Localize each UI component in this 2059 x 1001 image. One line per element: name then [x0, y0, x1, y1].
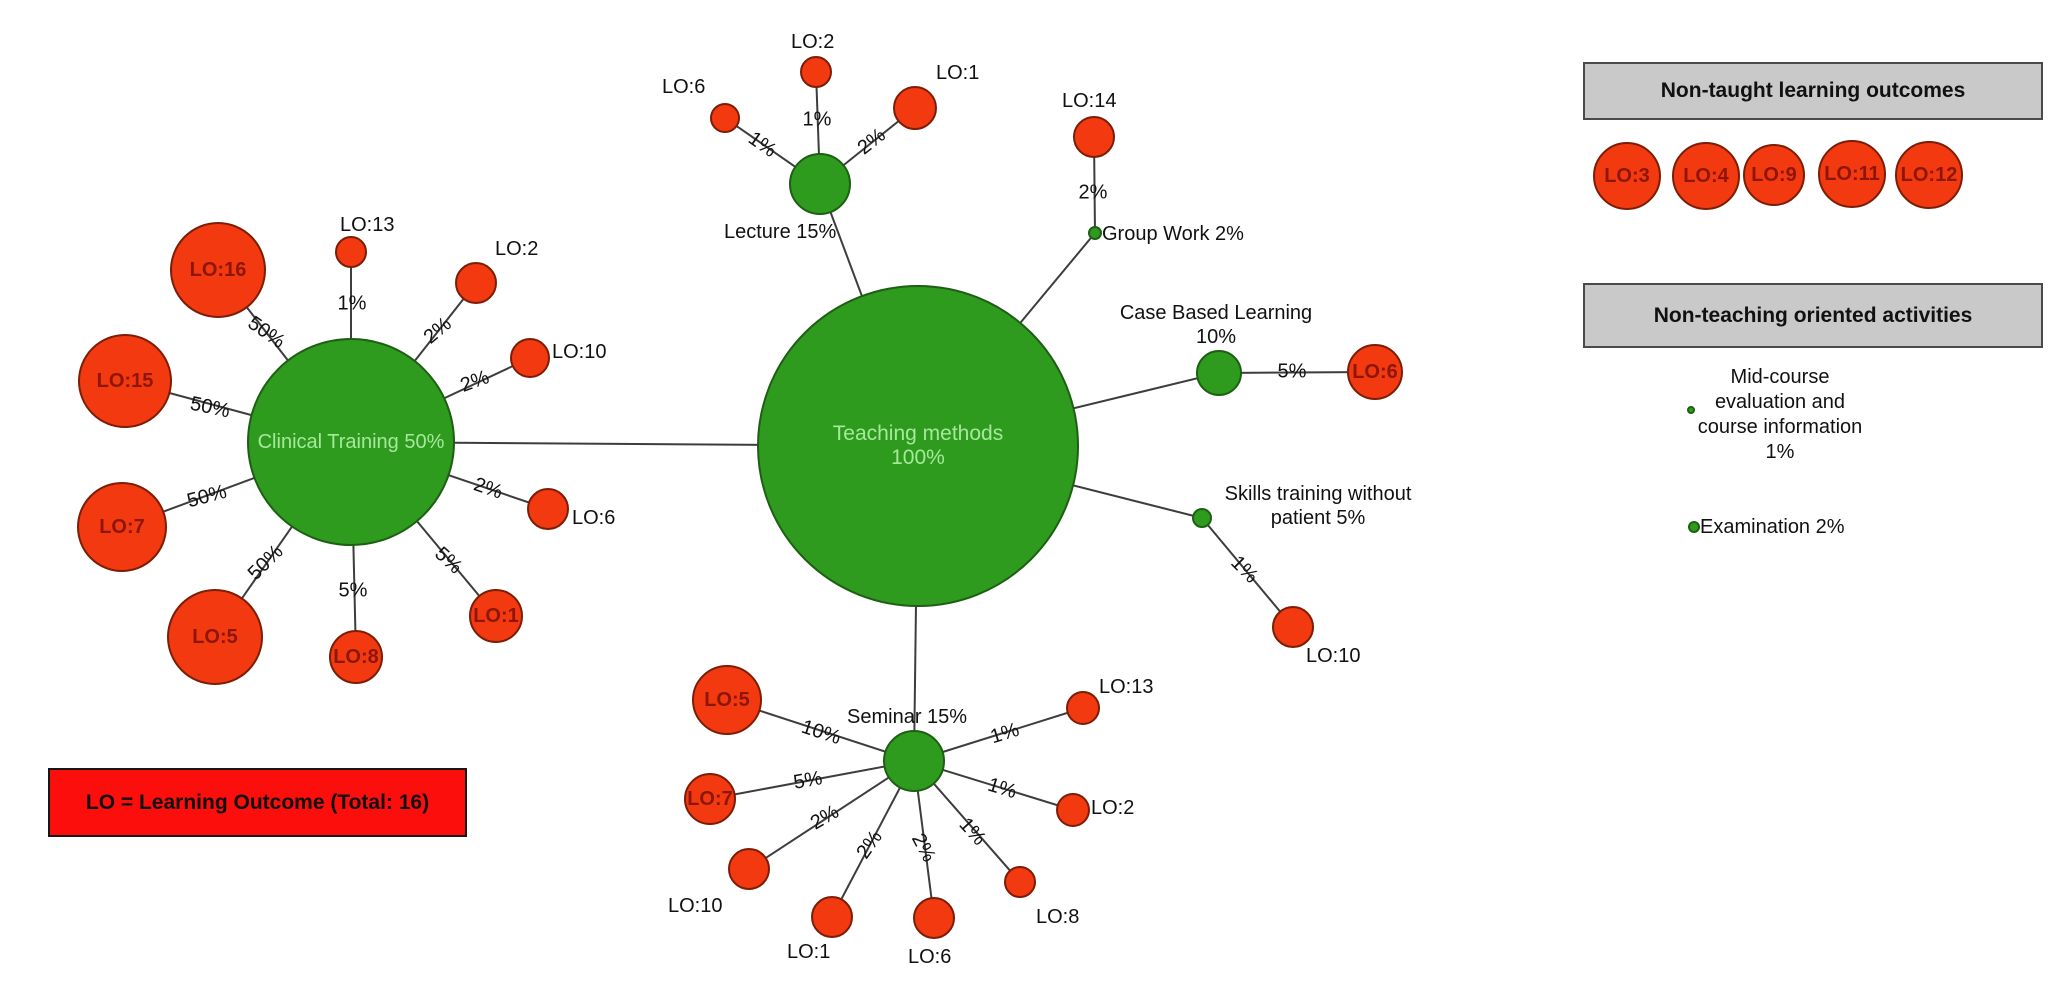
node-lo1-seminar	[811, 896, 853, 938]
lo-label: LO:13	[1099, 676, 1154, 698]
lo-label: LO:7	[99, 515, 145, 538]
lo-label: LO:15	[96, 369, 154, 392]
node-lo6-casebased: LO:6	[1347, 344, 1403, 400]
clinical-training-label: Clinical Training 50%	[257, 431, 445, 453]
lo-label: LO:12	[1900, 163, 1958, 186]
lo-label: LO:5	[192, 625, 238, 648]
node-lo6-lecture	[710, 103, 740, 133]
node-lo2-clinical	[455, 262, 497, 304]
node-teaching-methods: Teaching methods 100%	[757, 285, 1079, 607]
lo-label: LO:1	[473, 604, 519, 627]
lo-label: LO:10	[668, 895, 723, 917]
lo-label: LO:6	[1352, 360, 1398, 383]
lo-label: LO:2	[495, 238, 539, 260]
lo-label: LO:2	[791, 31, 835, 53]
node-lo6-clinical	[527, 488, 569, 530]
teaching-methods-label: Teaching methods 100%	[832, 422, 1004, 469]
node-lo14	[1073, 116, 1115, 158]
node-lo10-skills	[1272, 606, 1314, 648]
node-lo7-clinical: LO:7	[77, 482, 167, 572]
node-lo2-lecture	[800, 56, 832, 88]
edge-percentage: 5%	[1277, 360, 1307, 383]
lo-label: LO:5	[704, 688, 750, 711]
edge-seminar-lo10	[748, 760, 915, 870]
lo-label: LO:1	[936, 62, 980, 84]
node-lo2-seminar	[1056, 793, 1090, 827]
examination-dot	[1688, 521, 1700, 533]
node-lo5-seminar: LO:5	[692, 665, 762, 735]
skills-training-label: Skills training without patient 5%	[1224, 483, 1412, 529]
non-taught-header: Non-taught learning outcomes	[1583, 62, 2043, 120]
node-lo10-clinical	[510, 338, 550, 378]
lo-label: LO:10	[552, 341, 607, 363]
legend-label: LO = Learning Outcome (Total: 16)	[85, 790, 430, 814]
edge-percentage: 5%	[791, 767, 825, 794]
lo-label: LO:3	[1604, 164, 1650, 187]
edge-seminar-lo7	[709, 760, 915, 800]
node-lo16: LO:16	[170, 222, 266, 318]
node-lo8-seminar	[1004, 866, 1036, 898]
lo-label: LO:2	[1091, 797, 1135, 819]
examination-label: Examination 2%	[1700, 516, 1845, 538]
node-case-based-learning	[1196, 350, 1242, 396]
group-work-label: Group Work 2%	[1102, 223, 1244, 245]
node-lo1-lecture	[893, 86, 937, 130]
node-lo3: LO:3	[1593, 142, 1661, 210]
lo-label: LO:13	[340, 214, 395, 236]
node-lo9: LO:9	[1743, 144, 1805, 206]
case-based-learning-label: Case Based Learning 10%	[1119, 302, 1313, 348]
mid-course-label: Mid-course evaluation and course informa…	[1697, 366, 1863, 463]
lo-label: LO:8	[333, 645, 379, 668]
edge-percentage: 1%	[802, 108, 832, 131]
node-lo7-seminar: LO:7	[684, 773, 736, 825]
edge-percentage: 1%	[337, 292, 367, 315]
node-lo11: LO:11	[1818, 140, 1886, 208]
lo-label: LO:10	[1306, 645, 1361, 667]
node-group-work	[1088, 226, 1102, 240]
lecture-label: Lecture 15%	[724, 221, 837, 243]
node-lecture	[789, 153, 851, 215]
lo-label: LO:11	[1824, 162, 1880, 185]
lo-label: LO:8	[1036, 906, 1080, 928]
node-lo6-seminar	[913, 897, 955, 939]
lo-label: LO:7	[687, 787, 733, 810]
lo-label: LO:16	[189, 258, 247, 281]
lo-label: LO:6	[908, 946, 952, 968]
node-lo4: LO:4	[1672, 142, 1740, 210]
edge-percentage: 5%	[338, 579, 368, 602]
edge-skills-lo10	[1201, 517, 1294, 628]
node-seminar	[883, 730, 945, 792]
legend-box: LO = Learning Outcome (Total: 16)	[48, 768, 467, 837]
lo-label: LO:4	[1683, 164, 1729, 187]
node-lo1-clinical: LO:1	[469, 589, 523, 643]
lo-label: LO:14	[1062, 90, 1117, 112]
node-lo8-clinical: LO:8	[329, 630, 383, 684]
node-clinical-training: Clinical Training 50%	[247, 338, 455, 546]
mid-course-dot	[1687, 406, 1695, 414]
lo-label: LO:6	[572, 507, 616, 529]
edge-percentage: 2%	[1078, 181, 1108, 204]
node-lo15: LO:15	[78, 334, 172, 428]
lo-label: LO:9	[1751, 163, 1797, 186]
node-lo13-seminar	[1066, 691, 1100, 725]
lo-label: LO:1	[787, 941, 831, 963]
seminar-label: Seminar 15%	[847, 706, 968, 728]
node-lo13-clinical	[335, 236, 367, 268]
node-lo12: LO:12	[1895, 141, 1963, 209]
non-teaching-header: Non-teaching oriented activities	[1583, 283, 2043, 348]
lo-label: LO:6	[662, 76, 706, 98]
node-lo10-seminar	[728, 848, 770, 890]
node-skills-training	[1192, 508, 1212, 528]
node-lo5-clinical: LO:5	[167, 589, 263, 685]
